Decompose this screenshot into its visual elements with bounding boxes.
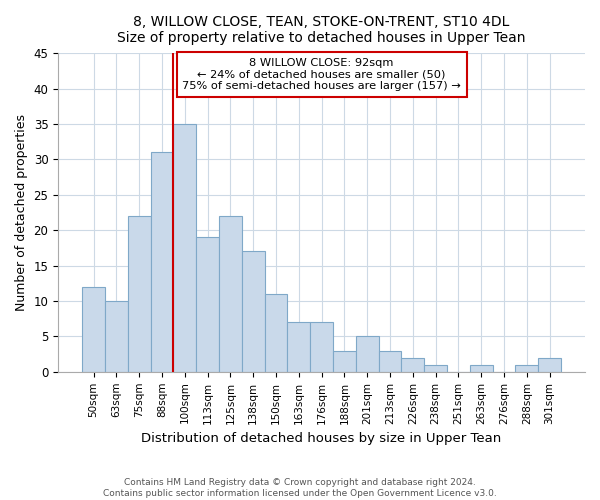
Bar bbox=[287, 322, 310, 372]
Bar bbox=[105, 301, 128, 372]
Bar bbox=[151, 152, 173, 372]
Bar bbox=[173, 124, 196, 372]
Text: Contains HM Land Registry data © Crown copyright and database right 2024.
Contai: Contains HM Land Registry data © Crown c… bbox=[103, 478, 497, 498]
Bar bbox=[219, 216, 242, 372]
Bar bbox=[82, 287, 105, 372]
Bar bbox=[196, 238, 219, 372]
Bar bbox=[379, 350, 401, 372]
X-axis label: Distribution of detached houses by size in Upper Tean: Distribution of detached houses by size … bbox=[142, 432, 502, 445]
Title: 8, WILLOW CLOSE, TEAN, STOKE-ON-TRENT, ST10 4DL
Size of property relative to det: 8, WILLOW CLOSE, TEAN, STOKE-ON-TRENT, S… bbox=[118, 15, 526, 45]
Bar bbox=[470, 364, 493, 372]
Bar bbox=[356, 336, 379, 372]
Bar bbox=[265, 294, 287, 372]
Bar bbox=[538, 358, 561, 372]
Bar bbox=[401, 358, 424, 372]
Y-axis label: Number of detached properties: Number of detached properties bbox=[15, 114, 28, 311]
Bar bbox=[242, 252, 265, 372]
Bar bbox=[333, 350, 356, 372]
Text: 8 WILLOW CLOSE: 92sqm
← 24% of detached houses are smaller (50)
75% of semi-deta: 8 WILLOW CLOSE: 92sqm ← 24% of detached … bbox=[182, 58, 461, 92]
Bar bbox=[128, 216, 151, 372]
Bar bbox=[310, 322, 333, 372]
Bar bbox=[424, 364, 447, 372]
Bar bbox=[515, 364, 538, 372]
